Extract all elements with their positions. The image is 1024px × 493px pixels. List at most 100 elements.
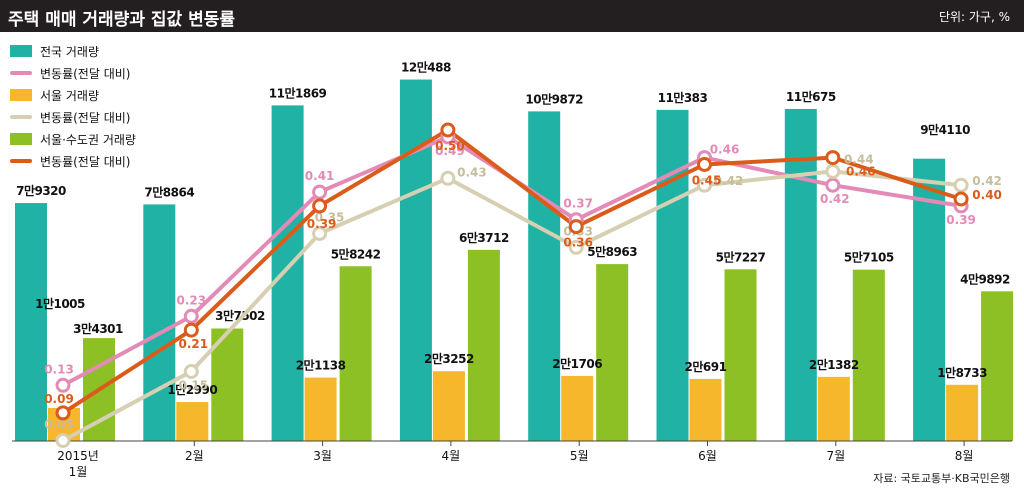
line-point bbox=[55, 377, 71, 393]
bar-label-national: 7만9320 bbox=[16, 183, 66, 198]
legend-label: 서울 거래량 bbox=[40, 88, 100, 103]
bar-label-metro: 4만9892 bbox=[960, 271, 1010, 286]
line-value-label: 0.21 bbox=[178, 337, 208, 351]
line-point bbox=[568, 239, 584, 255]
line-value-label: 0.36 bbox=[563, 236, 593, 250]
line-value-label: 0.40 bbox=[972, 188, 1002, 202]
bar-label-seoul: 2만1706 bbox=[552, 356, 602, 371]
line-point bbox=[312, 198, 328, 214]
line-point bbox=[183, 364, 199, 379]
bar-metro bbox=[596, 264, 629, 441]
line-value-label: 0.42 bbox=[972, 174, 1002, 188]
bar-label-metro: 5만7105 bbox=[844, 250, 894, 265]
bar-label-metro: 5만8242 bbox=[331, 246, 381, 261]
x-tick-label: 2월 bbox=[185, 449, 204, 463]
chart-title: 주택 매매 거래량과 집값 변동률 bbox=[8, 10, 235, 30]
bar-label-metro: 3만4301 bbox=[73, 321, 123, 336]
bar-national bbox=[399, 79, 432, 441]
legend-line-metro bbox=[10, 159, 32, 163]
x-tick-label: 3월 bbox=[313, 449, 332, 463]
bar-label-seoul: 1만2990 bbox=[167, 382, 217, 397]
x-tick-label: 1월 bbox=[69, 465, 88, 479]
line-value-label: 0.13 bbox=[44, 362, 74, 376]
x-tick-label: 4월 bbox=[442, 449, 461, 463]
line-point bbox=[55, 433, 71, 448]
line-value-label: 0.23 bbox=[176, 293, 206, 307]
line-value-label: 0.05 bbox=[44, 418, 74, 432]
bar-national bbox=[528, 111, 561, 441]
legend-item-national-rate: 변동률(전달 대비) bbox=[10, 62, 136, 84]
bar-national bbox=[656, 109, 689, 441]
line-value-label: 0.44 bbox=[844, 152, 874, 166]
bar-national bbox=[143, 204, 176, 441]
bar-label-national: 7만8864 bbox=[144, 184, 194, 199]
bar-label-seoul: 1만1005 bbox=[35, 296, 85, 311]
legend-line-seoul bbox=[10, 115, 32, 119]
bar-label-seoul: 2만3252 bbox=[424, 351, 474, 366]
legend-label: 변동률(전달 대비) bbox=[40, 66, 131, 81]
line-point bbox=[312, 184, 328, 200]
legend-line-national bbox=[10, 71, 32, 75]
legend-label: 전국 거래량 bbox=[40, 44, 100, 59]
bar-metro bbox=[467, 249, 500, 441]
bar-label-metro: 3만7502 bbox=[215, 308, 265, 323]
line-value-label: 0.41 bbox=[305, 169, 335, 183]
line-value-label: 0.42 bbox=[820, 192, 850, 206]
bar-national bbox=[913, 158, 946, 442]
bar-seoul bbox=[561, 375, 594, 441]
line-value-label: 0.42 bbox=[714, 174, 744, 188]
line-value-label: 0.43 bbox=[457, 165, 487, 179]
bar-label-national: 12만488 bbox=[401, 60, 451, 75]
bar-label-seoul: 2만691 bbox=[685, 359, 727, 374]
bar-label-national: 11만675 bbox=[786, 89, 836, 104]
x-tick-label: 6월 bbox=[698, 449, 717, 463]
bar-metro bbox=[981, 291, 1014, 441]
line-point bbox=[825, 177, 841, 193]
legend-swatch-national bbox=[10, 45, 32, 57]
line-value-label: 0.39 bbox=[307, 217, 337, 231]
line-value-label: 0.46 bbox=[846, 165, 876, 179]
bar-label-seoul: 1만8733 bbox=[937, 365, 987, 380]
bar-seoul bbox=[304, 377, 337, 441]
x-tick-label: 8월 bbox=[955, 449, 974, 463]
bar-seoul bbox=[946, 384, 979, 441]
line-series-seoul bbox=[62, 169, 962, 443]
bar-metro bbox=[852, 269, 885, 441]
line-value-label: 0.09 bbox=[44, 392, 74, 406]
line-point bbox=[183, 308, 199, 324]
bar-seoul bbox=[432, 371, 465, 441]
title-bar: 주택 매매 거래량과 집값 변동률 단위: 가구, % bbox=[0, 0, 1024, 32]
line-value-label: 0.39 bbox=[946, 213, 976, 227]
line-point bbox=[183, 322, 199, 338]
line-value-label: 0.15 bbox=[178, 379, 208, 393]
bar-national bbox=[271, 105, 304, 441]
source-note: 자료: 국토교통부·KB국민은행 bbox=[873, 472, 1010, 485]
legend-swatch-metro bbox=[10, 133, 32, 145]
bar-label-national: 10만9872 bbox=[525, 91, 583, 106]
bar-label-national: 11만1869 bbox=[269, 85, 327, 100]
line-value-label: 0.35 bbox=[315, 211, 345, 225]
line-point bbox=[440, 170, 456, 186]
line-point bbox=[825, 150, 841, 166]
unit-label: 단위: 가구, % bbox=[938, 10, 1010, 24]
line-series-metro bbox=[61, 128, 962, 415]
legend: 전국 거래량 변동률(전달 대비) 서울 거래량 변동률(전달 대비) 서울·수… bbox=[10, 40, 136, 172]
bar-seoul bbox=[176, 402, 209, 441]
line-value-label: 0.45 bbox=[692, 174, 722, 188]
legend-label: 변동률(전달 대비) bbox=[40, 110, 131, 125]
bar-seoul bbox=[689, 378, 722, 441]
bar-seoul bbox=[817, 376, 850, 441]
x-tick-label: 7월 bbox=[826, 449, 845, 463]
line-value-label: 0.37 bbox=[563, 197, 593, 211]
legend-label: 서울·수도권 거래량 bbox=[40, 132, 136, 147]
line-point bbox=[697, 157, 712, 172]
line-point bbox=[953, 177, 969, 193]
line-point bbox=[953, 191, 969, 207]
bar-label-metro: 6만3712 bbox=[459, 230, 509, 245]
line-point bbox=[440, 122, 456, 138]
line-value-label: 0.46 bbox=[710, 143, 740, 157]
bar-label-seoul: 2만1382 bbox=[809, 357, 859, 372]
legend-item-national-volume: 전국 거래량 bbox=[10, 40, 136, 62]
bar-metro bbox=[339, 266, 372, 441]
